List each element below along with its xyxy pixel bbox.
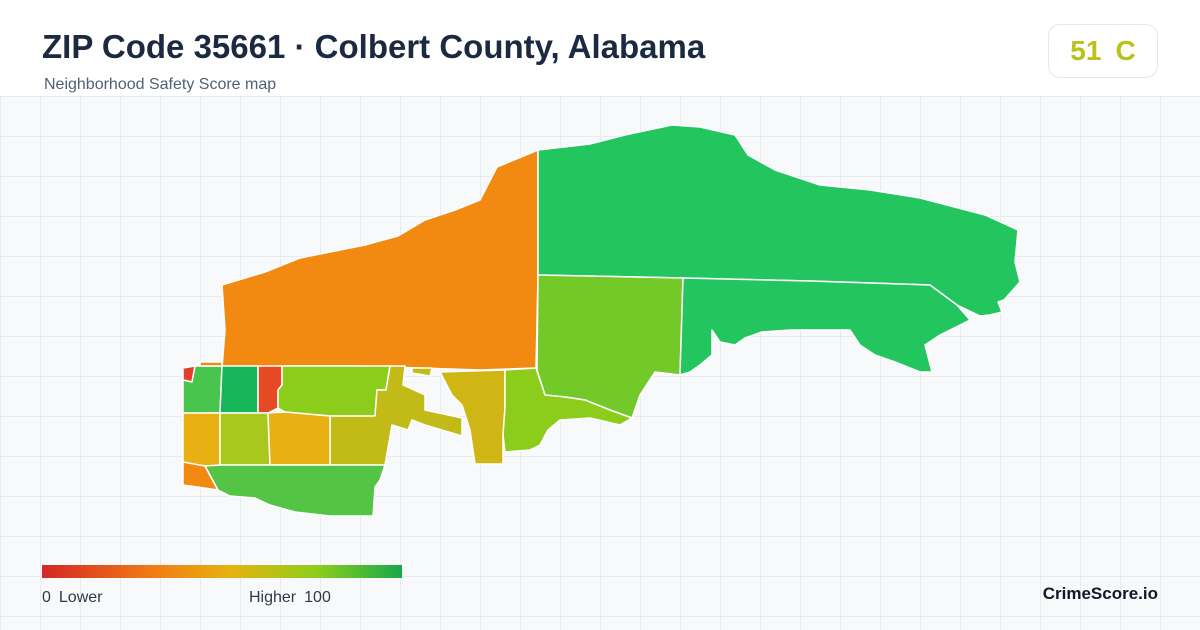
header: ZIP Code 35661 · Colbert County, Alabama… [0, 0, 1200, 97]
region-north-west-block[interactable] [221, 149, 539, 371]
region-olive-block[interactable] [219, 412, 271, 466]
region-sliver-island[interactable] [199, 361, 223, 367]
region-dark-green-block[interactable] [219, 365, 259, 414]
legend-low-value: 0 [42, 589, 51, 606]
legend-high: Higher 100 [249, 589, 331, 607]
region-mustard-north-block[interactable] [329, 365, 463, 466]
region-gold-middle-block[interactable] [267, 411, 331, 466]
score-grade: C [1115, 35, 1136, 66]
page-subtitle: Neighborhood Safety Score map [44, 76, 277, 93]
legend-color-scale [42, 565, 402, 578]
region-east-lowland-block[interactable] [679, 277, 971, 376]
region-river-island[interactable] [411, 367, 433, 377]
brand-logo-text[interactable]: CrimeScore.io [1042, 584, 1158, 603]
region-south-central-block[interactable] [502, 367, 633, 453]
score-badge: 51 C [1048, 24, 1158, 78]
score-value: 51 [1070, 35, 1102, 66]
legend-high-label: Higher [249, 589, 297, 606]
region-south-green-block[interactable] [204, 464, 386, 517]
region-lime-block[interactable] [277, 365, 391, 417]
legend-low: 0 Lower [42, 589, 102, 607]
region-gold-west-block[interactable] [182, 412, 221, 469]
page-title: ZIP Code 35661 · Colbert County, Alabama [42, 28, 706, 65]
legend-high-value: 100 [304, 589, 331, 606]
legend-low-label: Lower [58, 589, 103, 606]
